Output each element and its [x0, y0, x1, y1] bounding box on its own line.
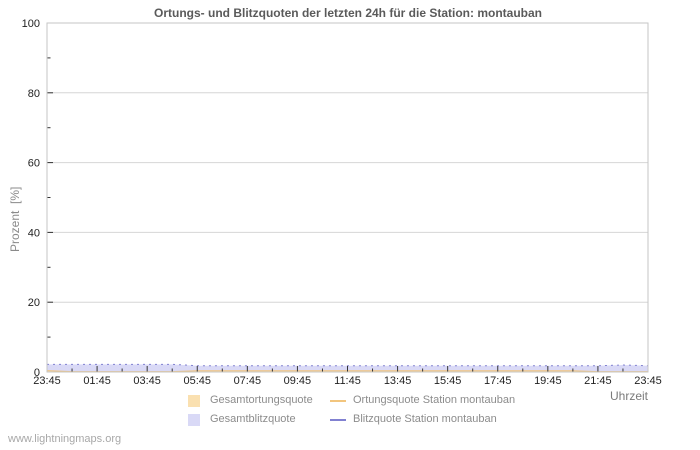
- x-tick-label: 11:45: [334, 375, 361, 387]
- x-tick-label: 07:45: [234, 375, 262, 387]
- x-tick-label: 03:45: [133, 375, 161, 387]
- y-tick-label: 80: [28, 88, 40, 100]
- x-tick-label: 23:45: [634, 375, 662, 387]
- x-tick-label: 15:45: [434, 375, 462, 387]
- y-tick-label: 40: [28, 227, 40, 239]
- x-tick-label: 17:45: [484, 375, 512, 387]
- y-tick-label: 60: [28, 158, 40, 170]
- x-axis-label: Uhrzeit: [609, 389, 648, 403]
- x-tick-label: 13:45: [384, 375, 412, 387]
- chart-title: Ortungs- und Blitzquoten der letzten 24h…: [154, 6, 542, 20]
- x-tick-label: 19:45: [534, 375, 562, 387]
- y-tick-label: 100: [22, 18, 40, 30]
- x-tick-label: 09:45: [284, 375, 312, 387]
- y-tick-label: 0: [34, 367, 40, 379]
- watermark-text: www.lightningmaps.org: [8, 433, 122, 445]
- x-tick-label: 01:45: [83, 375, 111, 387]
- series-line: [47, 363, 649, 367]
- y-tick-label: 20: [28, 297, 40, 309]
- x-tick-label: 21:45: [584, 375, 612, 387]
- x-tick-label: 23:45: [33, 375, 61, 387]
- plot-border: [46, 22, 649, 373]
- x-tick-label: 05:45: [183, 375, 211, 387]
